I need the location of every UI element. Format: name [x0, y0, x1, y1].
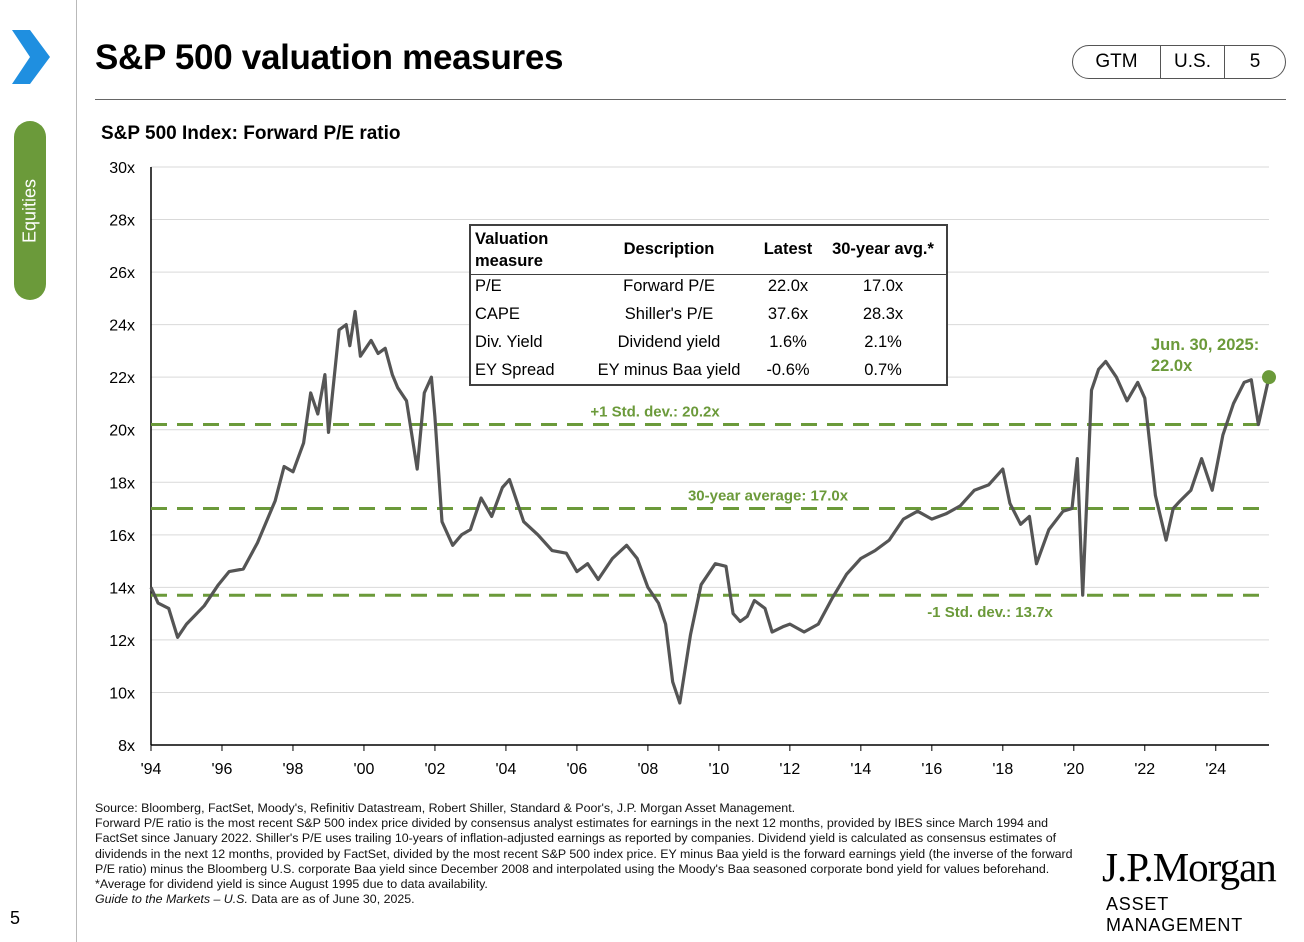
forward-pe-chart: 8x 10x 12x 14x 16x 18x 20x 22x 24x 26x 28x 30x '94 '9…: [109, 160, 1276, 778]
x-tick-label: '10: [708, 761, 729, 778]
y-tick-label: 22x: [109, 370, 135, 387]
x-tick-label: '18: [992, 761, 1013, 778]
footnote: Source: Bloomberg, FactSet, Moody's, Ref…: [95, 801, 1090, 907]
table-cell: EY Spread: [475, 361, 555, 379]
table-cell: CAPE: [475, 305, 520, 323]
x-tick-label: '08: [637, 761, 658, 778]
footnote-body: Forward P/E ratio is the most recent S&P…: [95, 816, 1073, 892]
annotation-value: 22.0x: [1151, 357, 1193, 375]
annotation-label: Jun. 30, 2025:: [1151, 336, 1259, 354]
y-tick-label: 14x: [109, 580, 135, 597]
x-tick-label: '24: [1205, 761, 1226, 778]
left-divider: [76, 0, 77, 942]
valuation-table: Valuation measure Description Latest 30-…: [469, 224, 948, 386]
x-tick-label: '12: [779, 761, 800, 778]
y-tick-label: 18x: [109, 475, 135, 492]
table-cell: 2.1%: [864, 333, 902, 351]
x-tick-label: '22: [1134, 761, 1155, 778]
y-tick-label: 20x: [109, 423, 135, 440]
y-tick-label: 26x: [109, 265, 135, 282]
page-number: 5: [10, 908, 21, 928]
footnote-asof: Data are as of June 30, 2025.: [247, 892, 415, 907]
jpmorgan-logo: J.P.Morgan: [1102, 844, 1277, 890]
table-cell: 28.3x: [862, 305, 904, 323]
y-tick-label: 12x: [109, 633, 135, 650]
chevron-right-icon: [12, 30, 50, 84]
latest-value-marker: [1262, 370, 1276, 385]
table-cell: P/E: [475, 277, 502, 295]
tag-region: U.S.: [1161, 46, 1225, 78]
tag-gtm: GTM: [1073, 46, 1161, 78]
table-header-cell: Valuation measure: [475, 230, 549, 270]
table-header-cell: 30-year avg.*: [832, 240, 934, 258]
table-header-cell: Description: [623, 240, 715, 258]
x-tick-label: '16: [921, 761, 942, 778]
series-line: [149, 309, 1271, 705]
x-tick-label: '14: [850, 761, 871, 778]
y-tick-label: 28x: [109, 213, 135, 230]
x-tick-label: '02: [425, 761, 446, 778]
tag-page: 5: [1249, 51, 1261, 72]
table-cell: 0.7%: [864, 361, 902, 379]
table-cell: EY minus Baa yield: [597, 361, 741, 379]
table-cell: Div. Yield: [475, 333, 543, 351]
reference-line-label: -1 Std. dev.: 13.7x: [927, 604, 1053, 621]
x-tick-label: '94: [141, 761, 162, 778]
x-tick-label: '06: [566, 761, 587, 778]
table-cell: Dividend yield: [617, 333, 721, 351]
table-cell: 22.0x: [767, 277, 809, 295]
footnote-source: Source: Bloomberg, FactSet, Moody's, Ref…: [95, 801, 796, 815]
table-cell: 37.6x: [767, 305, 809, 323]
table-cell: 17.0x: [862, 277, 904, 295]
page-title: S&P 500 valuation measures: [95, 38, 564, 77]
table-header-cell: Latest: [763, 240, 813, 258]
table-cell: -0.6%: [766, 361, 810, 379]
table-cell: 1.6%: [769, 333, 807, 351]
y-tick-label: 10x: [109, 685, 135, 702]
jpmorgan-logo-subtitle: ASSET MANAGEMENT: [1106, 894, 1244, 935]
y-tick-label: 24x: [109, 318, 135, 335]
y-tick-label: 30x: [109, 160, 135, 177]
tag-pill: GTM U.S. 5: [1072, 45, 1286, 79]
reference-line-label: 30-year average: 17.0x: [688, 488, 849, 505]
table-cell: Forward P/E: [623, 277, 715, 295]
table-header-divider: [471, 274, 946, 275]
x-tick-label: '20: [1063, 761, 1084, 778]
y-tick-label: 16x: [109, 528, 135, 545]
x-tick-label: '04: [495, 761, 516, 778]
x-tick-label: '00: [354, 761, 375, 778]
table-cell: Shiller's P/E: [624, 305, 714, 323]
x-tick-label: '96: [212, 761, 233, 778]
title-divider: [95, 99, 1286, 100]
chart-title: S&P 500 Index: Forward P/E ratio: [101, 123, 401, 144]
footnote-guide: Guide to the Markets – U.S.: [95, 892, 248, 907]
x-tick-label: '98: [283, 761, 304, 778]
reference-line-label: +1 Std. dev.: 20.2x: [590, 403, 720, 420]
section-tab-equities[interactable]: Equities: [14, 121, 46, 300]
y-tick-label: 8x: [118, 738, 135, 755]
